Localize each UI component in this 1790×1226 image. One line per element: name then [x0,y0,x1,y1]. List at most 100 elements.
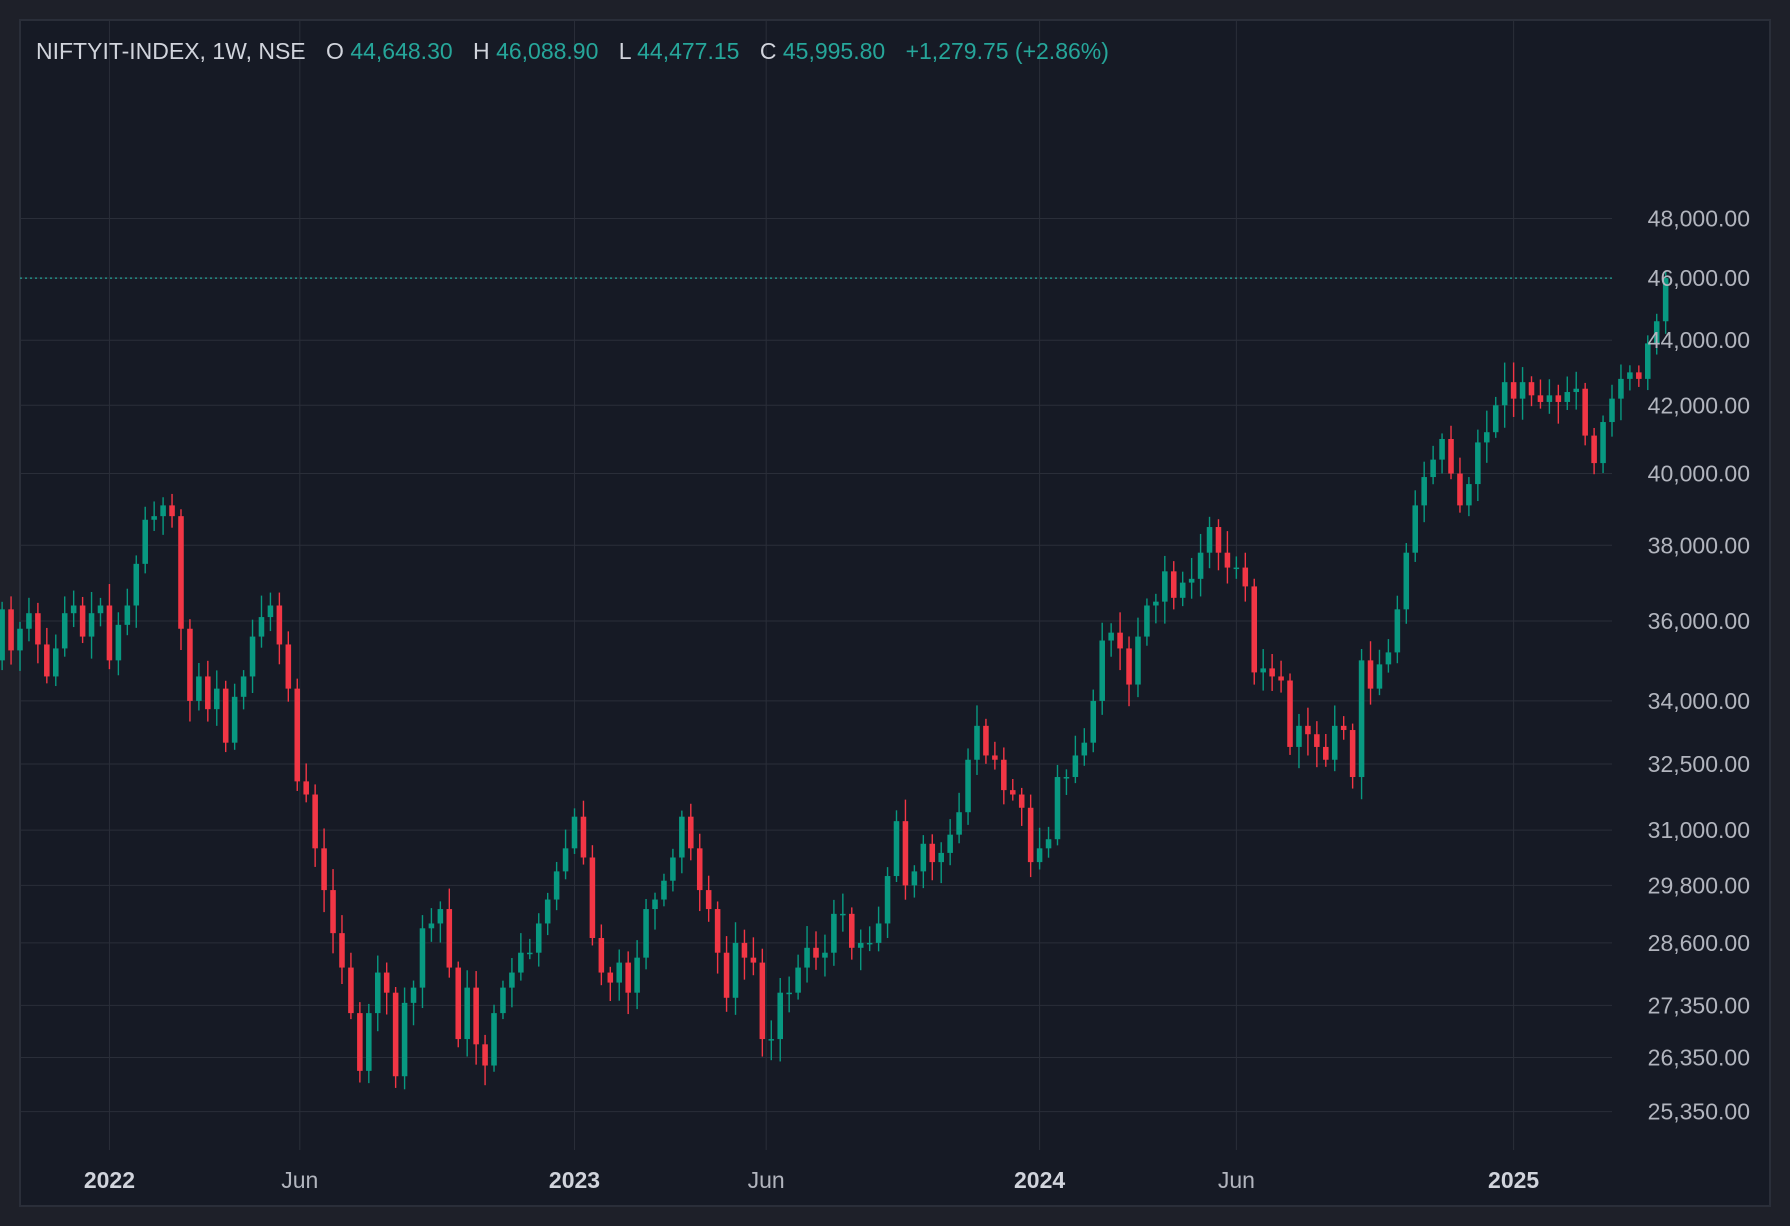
candle-body [97,605,104,614]
candle-body [1287,680,1293,747]
candle-body [312,794,318,849]
candle [804,926,810,983]
candle [652,892,658,930]
time-tick-label: Jun [1218,1167,1255,1193]
candle-body [679,816,685,858]
candle-body [8,609,14,651]
candle-body [527,952,533,955]
candle [1135,617,1141,698]
candle [53,634,59,687]
candle-body [1126,648,1132,685]
candle-body [1054,777,1061,840]
price-tick-label: 38,000.00 [1648,532,1750,558]
candle [795,954,801,1000]
candle [1537,379,1544,409]
candle-body [1224,552,1231,568]
candle-body [240,676,247,697]
time-tick-label: 2022 [84,1167,135,1193]
candle-body [1636,372,1642,379]
candle [428,908,435,942]
candle-body [938,852,944,863]
candle-body [822,952,828,958]
candle-body [1484,432,1490,443]
candle-body [1564,392,1571,402]
time-axis[interactable]: 2022 Jun 2023 Jun 2024 Jun 2025 [84,1167,1540,1193]
candle-body [133,563,140,606]
candle [1314,721,1320,768]
candle [849,907,855,960]
price-tick-label: 32,500.00 [1648,751,1750,777]
candle [723,936,730,1012]
candle-body [455,967,462,1040]
candle [1099,622,1105,715]
candle-body [392,992,399,1077]
price-axis[interactable]: 48,000.00 46,000.00 44,000.00 42,000.00 40,0… [1648,205,1750,1124]
candle-body [1501,382,1508,406]
legend-close-label: C [760,38,777,64]
candle-body [580,816,587,858]
candle-body [1340,725,1347,731]
candle [535,913,542,967]
candle-body [929,843,936,863]
candle-body [1412,505,1419,553]
candle-body [1421,477,1427,506]
ohlc-legend: NIFTYIT-INDEX, 1W, NSE O 44,648.30 H 46,… [36,38,1109,64]
candle [857,929,864,971]
candle-body [1475,442,1481,485]
candle [205,660,211,722]
candle-body [723,952,730,998]
candle-body [607,972,614,983]
grid-lines [20,20,1612,1150]
candle-body [213,688,220,710]
candle-body [983,725,989,756]
candle-body [106,605,113,661]
candle-body [437,909,444,924]
candle-body [339,933,345,968]
candle [813,931,819,970]
time-tick-label: Jun [281,1167,318,1193]
candle [1501,362,1508,428]
candle [1063,769,1070,795]
candle [1591,427,1597,475]
candle-body [285,644,292,689]
candle [1036,827,1043,870]
chart-plot-area[interactable] [19,19,1771,1207]
candle-body [0,609,5,661]
candle-body [70,605,77,614]
legend-close-value: 45,995.80 [783,38,885,64]
candle-body [1331,725,1338,760]
candle [1215,519,1222,571]
candle [1376,649,1383,696]
candle [1573,371,1579,410]
candle-body [500,987,506,1014]
candle-body [1027,807,1034,863]
candle-body [840,913,846,916]
candle [455,961,462,1048]
candle [1367,641,1374,705]
candle-body [267,605,274,618]
legend-high-value: 46,088.90 [496,38,598,64]
candle [1484,410,1490,463]
candle [661,873,667,907]
candle-body [661,880,667,900]
candle-body [187,628,193,701]
candle [330,869,336,954]
candle-body [1627,372,1633,379]
candle-body [1063,777,1070,779]
candle-body [1045,839,1052,849]
candle-body [768,1039,775,1041]
candle [258,595,265,648]
candle-body [589,857,596,939]
candle [509,958,515,1008]
candle-body [1153,601,1159,606]
candle-body [464,987,470,1040]
candle-body [714,909,721,953]
candle-body [1036,848,1043,863]
candle-body [1573,388,1579,393]
candle-body [1609,398,1615,423]
candle [938,842,944,884]
candle [500,980,506,1020]
price-tick-label: 44,000.00 [1648,327,1750,353]
